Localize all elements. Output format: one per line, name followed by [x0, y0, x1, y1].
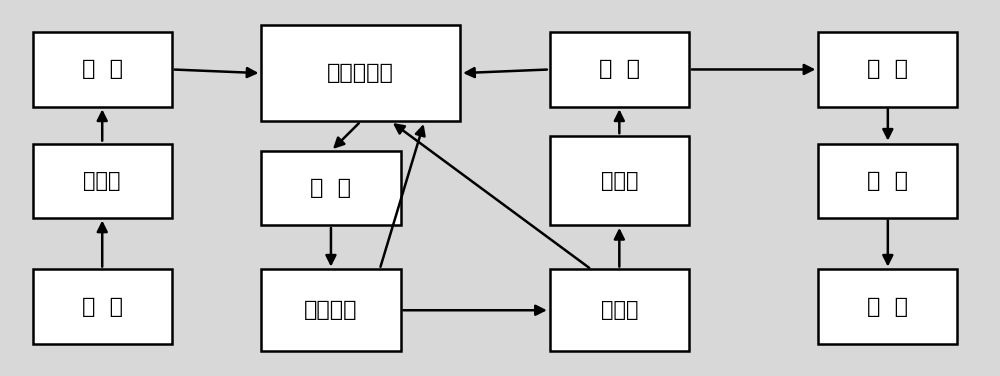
Text: 愈伤组织: 愈伤组织 — [304, 300, 358, 320]
Bar — [261, 270, 401, 351]
Text: 叶  片: 叶 片 — [310, 178, 351, 198]
FancyArrowPatch shape — [395, 124, 589, 268]
Bar — [818, 32, 957, 106]
Bar — [33, 144, 172, 218]
Text: 黑莓试管苗: 黑莓试管苗 — [327, 63, 394, 83]
Text: 移  栽: 移 栽 — [867, 297, 908, 317]
Text: 生  根: 生 根 — [867, 59, 908, 79]
FancyArrowPatch shape — [615, 230, 624, 267]
FancyArrowPatch shape — [403, 306, 544, 315]
FancyArrowPatch shape — [98, 223, 107, 267]
Bar — [818, 270, 957, 344]
Bar — [261, 25, 460, 121]
FancyArrowPatch shape — [883, 109, 892, 138]
Text: 壮  苗: 壮 苗 — [599, 59, 640, 79]
FancyArrowPatch shape — [175, 68, 256, 77]
Text: 增殖芽: 增殖芽 — [601, 171, 638, 191]
Bar — [550, 270, 689, 351]
Text: 不定芽: 不定芽 — [83, 171, 121, 191]
FancyArrowPatch shape — [98, 112, 107, 141]
FancyArrowPatch shape — [883, 220, 892, 264]
FancyArrowPatch shape — [380, 127, 424, 267]
FancyArrowPatch shape — [326, 228, 335, 264]
Text: 继  代: 继 代 — [82, 59, 123, 79]
FancyArrowPatch shape — [615, 112, 624, 133]
Bar — [261, 151, 401, 225]
FancyArrowPatch shape — [335, 123, 359, 147]
FancyArrowPatch shape — [466, 68, 547, 77]
Bar — [550, 32, 689, 106]
Text: 不定芽: 不定芽 — [601, 300, 638, 320]
Text: 茎  段: 茎 段 — [82, 297, 123, 317]
Bar — [550, 136, 689, 225]
FancyArrowPatch shape — [692, 65, 813, 74]
Bar — [33, 32, 172, 106]
Bar — [818, 144, 957, 218]
Bar — [33, 270, 172, 344]
Text: 炼  苗: 炼 苗 — [867, 171, 908, 191]
